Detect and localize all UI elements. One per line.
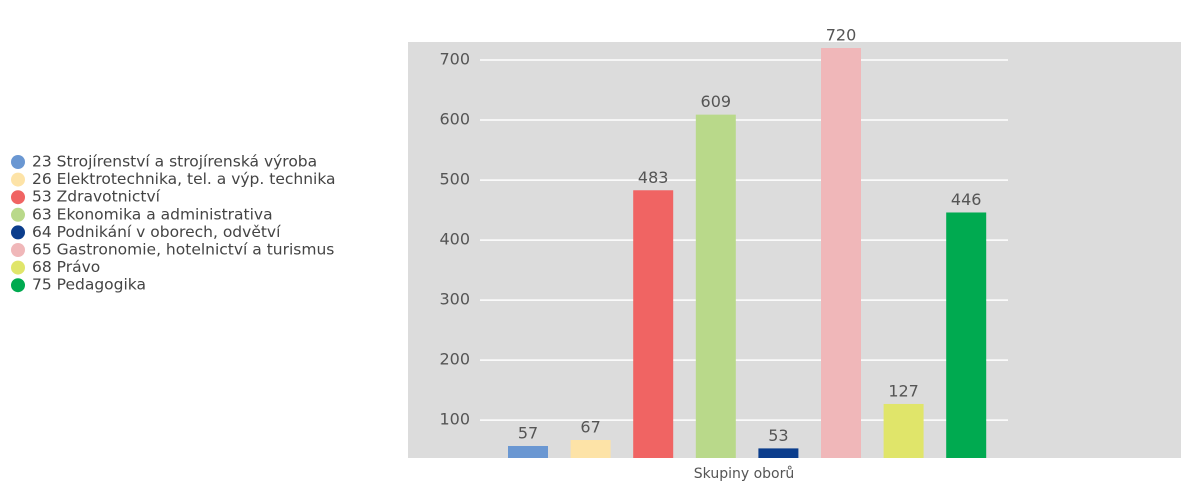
legend-label: 63 Ekonomika a administrativa <box>32 205 273 223</box>
bar <box>633 190 674 458</box>
bar <box>821 48 861 458</box>
plot-area <box>408 42 1181 458</box>
legend-label: 23 Strojírenství a strojírenská výroba <box>32 153 317 171</box>
y-tick-label: 400 <box>439 230 470 249</box>
data-label: 446 <box>951 190 982 209</box>
legend-label: 68 Právo <box>32 258 100 276</box>
y-tick-label: 700 <box>439 50 470 69</box>
legend-marker <box>11 207 25 222</box>
legend-marker <box>11 260 25 275</box>
data-label: 127 <box>888 381 919 400</box>
bar <box>508 445 548 458</box>
y-tick-label: 100 <box>439 410 470 429</box>
data-label: 67 <box>580 417 600 436</box>
bar <box>758 448 799 458</box>
data-label: 483 <box>638 168 669 187</box>
x-axis-label: Skupiny oborů <box>694 466 794 482</box>
y-tick-label: 200 <box>439 350 470 369</box>
legend-label: 53 Zdravotnictví <box>32 188 161 206</box>
legend-marker <box>11 172 25 187</box>
bar <box>570 439 611 458</box>
legend-marker <box>11 225 25 240</box>
legend-marker <box>11 278 25 293</box>
legend-label: 75 Pedagogika <box>32 276 146 294</box>
legend-marker <box>11 190 25 205</box>
legend-label: 64 Podnikání v oborech, odvětví <box>32 223 281 241</box>
data-label: 720 <box>826 26 857 45</box>
y-tick-label: 300 <box>439 290 470 309</box>
bar <box>883 403 924 458</box>
legend-label: 26 Elektrotechnika, tel. a výp. technika <box>32 170 336 188</box>
legend-marker <box>11 155 25 169</box>
data-label: 53 <box>768 426 788 445</box>
bar <box>695 114 736 458</box>
data-label: 57 <box>518 423 538 442</box>
data-label: 609 <box>701 92 732 111</box>
legend-label: 65 Gastronomie, hotelnictví a turismus <box>32 241 334 259</box>
y-tick-label: 500 <box>439 170 470 189</box>
y-tick-label: 600 <box>439 110 470 129</box>
legend-marker <box>11 243 25 257</box>
bar <box>946 212 987 458</box>
